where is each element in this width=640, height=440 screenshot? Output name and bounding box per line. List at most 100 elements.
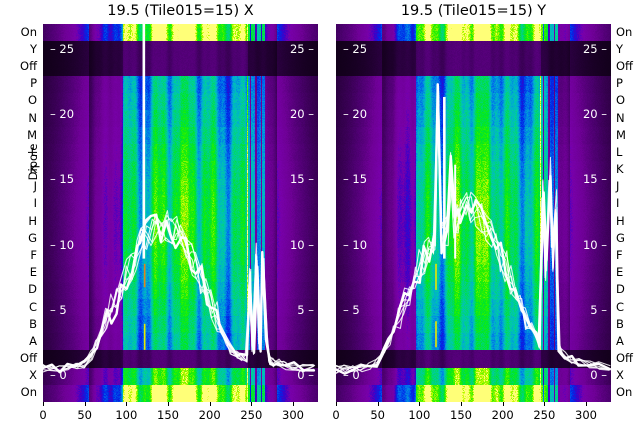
xtick-250 — [251, 402, 253, 406]
xtick-0 — [336, 402, 337, 406]
inner-ytick-left2-10: – 10 — [343, 237, 368, 252]
xtick-100 — [126, 402, 128, 406]
category-label-l-7: L — [616, 144, 623, 159]
category-label-a-18: A — [616, 333, 624, 348]
category-label-m-6: M — [27, 127, 37, 142]
inner-ytick-right-15: 15 – — [289, 172, 314, 187]
inner-ytick-left2-20: – 20 — [343, 107, 368, 122]
inner-ytick-right2-20: 20 – — [582, 107, 607, 122]
xtick-label-100: 100 — [115, 408, 138, 422]
category-label-d-15: D — [28, 282, 37, 297]
inner-ytick-left2-5: – 5 — [343, 302, 360, 317]
panel-title-x: 19.5 (Tile015=15) X — [107, 3, 254, 19]
category-label-g-12: G — [616, 230, 625, 245]
category-label-x-20: X — [29, 368, 37, 383]
trace-spike — [443, 96, 446, 259]
marker-line-1 — [143, 323, 146, 350]
xtick-label-200: 200 — [198, 408, 221, 422]
marker-line-3 — [435, 321, 437, 348]
category-axis-left: On Y Off P O N M L K J I H G F E D C B A Off X On — [0, 24, 40, 402]
marker-line-2 — [435, 263, 437, 290]
category-label-k-8: K — [616, 162, 624, 177]
category-label-g-12: G — [28, 230, 37, 245]
inner-ytick-left-25: – 25 — [50, 42, 75, 57]
category-label-j-9: J — [616, 179, 620, 194]
category-label-off-19: Off — [616, 351, 633, 366]
panel-x[interactable]: – 25 25 – – 20 20 – – 15 15 – – 10 10 – – 5 5 – – … — [43, 24, 318, 402]
category-label-b-17: B — [29, 316, 37, 331]
inner-ytick-left-5: – 5 — [50, 302, 67, 317]
trace-line — [336, 106, 610, 371]
trace-overlay-x — [43, 24, 316, 374]
inner-ytick-right2-5: 5 – — [590, 302, 607, 317]
x-axis-left: 0 50 100 150 200 250 300 — [39, 402, 318, 436]
inner-ytick-right2-15: 15 – — [582, 172, 607, 187]
xtick-150 — [461, 402, 462, 406]
xtick-label-250: 250 — [533, 408, 556, 422]
category-label-f-13: F — [616, 247, 623, 262]
xtick-200 — [502, 402, 504, 406]
inner-ytick-left2-15: – 15 — [343, 172, 368, 187]
xtick-label-150: 150 — [450, 408, 472, 422]
xtick-200 — [209, 402, 211, 406]
category-label-on-0: On — [616, 24, 633, 39]
xtick-250 — [544, 402, 546, 406]
category-label-off-2: Off — [20, 58, 37, 73]
trace-line — [336, 85, 611, 374]
inner-ytick-right2-0: 0 – — [590, 367, 607, 382]
inner-ytick-right2-10: 10 – — [582, 237, 607, 252]
category-label-on-21: On — [616, 385, 633, 400]
xtick-label-300: 300 — [575, 408, 597, 422]
category-label-p-3: P — [30, 76, 37, 91]
trace-line — [336, 108, 611, 372]
category-label-y-1: Y — [616, 41, 624, 56]
heatmap-x — [43, 24, 318, 402]
xtick-50 — [84, 402, 86, 406]
category-label-d-15: D — [616, 282, 625, 297]
xtick-label-100: 100 — [408, 408, 431, 422]
xtick-300 — [586, 402, 587, 406]
category-label-on-21: On — [20, 385, 37, 400]
xtick-label-300: 300 — [282, 408, 304, 422]
category-label-x-20: X — [616, 368, 624, 383]
inner-ytick-left2-0: – 0 — [343, 367, 360, 382]
trace-overlay-y — [336, 83, 611, 375]
panel-y[interactable]: – 25 25 – – 20 20 – – 15 15 – – 10 10 – – 5 5 – – … — [336, 24, 611, 402]
trace-line — [336, 91, 610, 374]
inner-ytick-right-25: 25 – — [289, 42, 314, 57]
category-label-i-10: I — [33, 196, 37, 211]
marker-line-0 — [143, 263, 146, 288]
category-label-n-5: N — [28, 110, 37, 125]
trace-spike — [454, 164, 457, 259]
trace-line — [336, 83, 611, 375]
category-label-k-8: K — [29, 162, 37, 177]
inner-ytick-left-20: – 20 — [50, 107, 75, 122]
inner-ytick-left-10: – 10 — [50, 237, 75, 252]
category-label-y-1: Y — [29, 41, 37, 56]
trace-line — [43, 213, 316, 374]
trace-line — [336, 104, 610, 370]
x-axis-right: 0 50 100 150 200 250 300 — [332, 402, 611, 436]
inner-ytick-right-0: 0 – — [297, 367, 314, 382]
category-label-e-14: E — [616, 265, 624, 280]
xtick-50 — [377, 402, 379, 406]
category-axis-right: On Y Off P O N M L K J I H G F E D C B A Off X On — [613, 24, 640, 402]
xtick-label-50: 50 — [370, 408, 385, 422]
category-label-e-14: E — [29, 265, 37, 280]
trace-line — [43, 214, 315, 373]
category-label-p-3: P — [616, 76, 623, 91]
xtick-label-150: 150 — [157, 408, 179, 422]
xtick-100 — [419, 402, 421, 406]
inner-ytick-left2-25: – 25 — [343, 42, 368, 57]
trace-spike — [142, 24, 146, 259]
category-label-j-9: J — [33, 179, 37, 194]
inner-ytick-left-15: – 15 — [50, 172, 75, 187]
category-label-c-16: C — [28, 299, 37, 314]
inner-ytick-right2-25: 25 – — [582, 42, 607, 57]
category-label-i-10: I — [616, 196, 620, 211]
category-label-o-4: O — [616, 93, 626, 108]
category-label-off-2: Off — [616, 58, 633, 73]
category-label-m-6: M — [616, 127, 626, 142]
xtick-150 — [168, 402, 169, 406]
